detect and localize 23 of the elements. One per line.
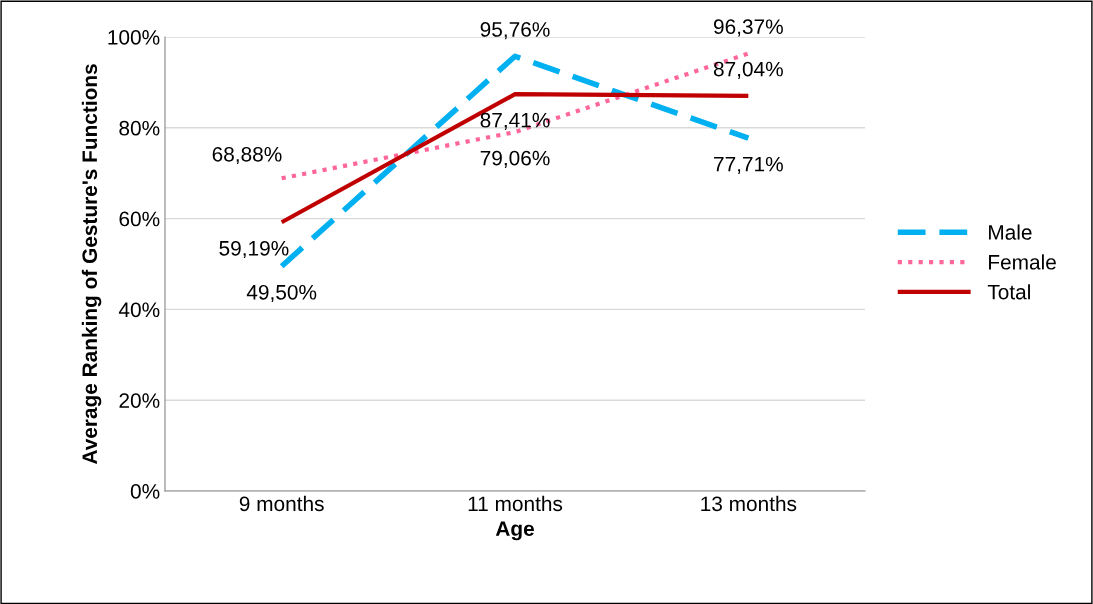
y-tick-label: 100% — [108, 30, 160, 45]
data-label: 77,71% — [714, 156, 783, 175]
data-label: 49,50% — [246, 284, 317, 303]
data-label: 87,04% — [713, 61, 783, 79]
legend-label: Male — [989, 224, 1032, 240]
x-tick-label: 13 months — [701, 495, 797, 512]
legend-label: Female — [989, 254, 1056, 270]
data-label: 96,37% — [713, 19, 783, 37]
legend-label: Total — [987, 284, 1030, 300]
data-label: 68,88% — [212, 146, 282, 165]
x-tick-label: 9 months — [239, 495, 324, 512]
y-tick-label: 80% — [119, 120, 160, 136]
x-axis-title: Age — [495, 521, 534, 541]
y-tick-label: 0% — [130, 484, 160, 499]
data-label: 95,76% — [480, 22, 550, 40]
y-axis-title: Average Ranking of Gesture's Functions — [81, 64, 102, 465]
y-tick-label: 20% — [119, 393, 160, 408]
y-tick-label: 40% — [118, 302, 160, 318]
data-label: 87,41% — [480, 112, 550, 130]
y-tick-label: 60% — [119, 211, 160, 227]
data-label: 79,06% — [480, 150, 550, 168]
x-tick-label: 11 months — [468, 495, 563, 512]
data-label: 59,19% — [219, 240, 289, 259]
